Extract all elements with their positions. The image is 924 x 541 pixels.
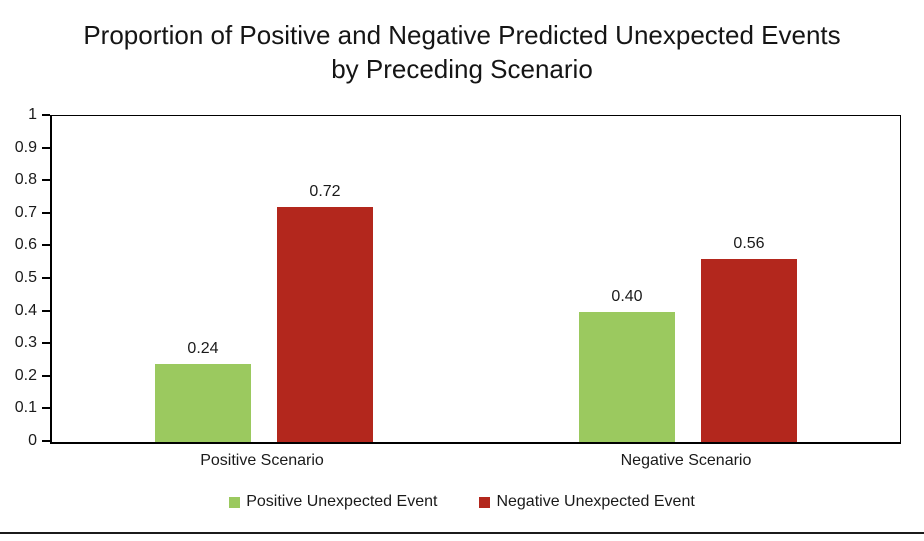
- bar-positive-unexpected-event: [155, 363, 251, 442]
- y-tick-mark: [42, 309, 50, 312]
- bar-slot: 0.40: [579, 116, 675, 442]
- legend-swatch: [229, 496, 241, 508]
- y-tick-1: 1: [0, 106, 50, 124]
- bar-group-negative-scenario: 0.40 0.56: [476, 116, 900, 442]
- y-tick-mark: [42, 440, 50, 442]
- bar-positive-unexpected-event: [579, 311, 675, 442]
- bar-slot: 0.56: [701, 116, 797, 442]
- bar-negative-unexpected-event: [277, 207, 373, 442]
- plot-area: 0.24 0.72 0.40 0.56: [50, 115, 901, 444]
- y-tick-0.9: 0.9: [0, 139, 50, 157]
- bar-slot: 0.24: [155, 116, 251, 442]
- y-tick-mark: [42, 407, 50, 410]
- y-tick-label: 0.4: [14, 301, 37, 319]
- legend-label: Negative Unexpected Event: [496, 493, 695, 510]
- bar-group-positive-scenario: 0.24 0.72: [52, 116, 476, 442]
- y-tick-0.8: 0.8: [0, 171, 50, 189]
- y-tick-label: 0.3: [14, 334, 37, 352]
- bar-slot: 0.72: [277, 116, 373, 442]
- y-tick-label: 0: [28, 432, 37, 449]
- y-tick-0.7: 0.7: [0, 204, 50, 222]
- y-tick-label: 0.8: [14, 171, 37, 189]
- x-category-label: Positive Scenario: [200, 452, 324, 469]
- data-label: 0.72: [309, 183, 341, 201]
- bar-negative-unexpected-event: [701, 259, 797, 442]
- y-tick-label: 0.5: [14, 269, 37, 286]
- y-tick-0.2: 0.2: [0, 367, 50, 385]
- y-tick-label: 1: [28, 106, 37, 123]
- y-tick-label: 0.7: [14, 203, 37, 221]
- x-axis: Positive Scenario Negative Scenario: [50, 452, 898, 470]
- data-label: 0.56: [733, 235, 765, 253]
- y-axis: 0 0.1 0.2 0.3 0.4 0.5 0.6 0.7 0.8 0.9 1: [0, 106, 50, 449]
- y-tick-mark: [42, 179, 50, 182]
- data-label: 0.24: [187, 339, 219, 357]
- window-bottom-border: [0, 532, 924, 534]
- legend-label: Positive Unexpected Event: [246, 493, 438, 510]
- y-tick-0.6: 0.6: [0, 236, 50, 254]
- y-tick-label: 0.1: [14, 399, 37, 417]
- y-tick-0.1: 0.1: [0, 399, 50, 417]
- y-tick-mark: [42, 211, 50, 214]
- y-tick-label: 0.6: [14, 236, 37, 254]
- y-tick-label: 0.2: [14, 366, 37, 384]
- y-tick-0.4: 0.4: [0, 302, 50, 320]
- legend: Positive Unexpected Event Negative Unexpe…: [0, 493, 924, 511]
- data-label: 0.40: [611, 287, 643, 305]
- y-tick-mark: [42, 244, 50, 247]
- y-tick-mark: [42, 114, 50, 116]
- y-tick-0.3: 0.3: [0, 334, 50, 352]
- y-tick-0.5: 0.5: [0, 269, 50, 287]
- y-tick-mark: [42, 374, 50, 377]
- chart-title: Proportion of Positive and Negative Pred…: [83, 20, 841, 84]
- legend-swatch: [479, 496, 491, 508]
- y-tick-mark: [42, 146, 50, 149]
- y-tick-mark: [42, 277, 50, 279]
- x-category-label: Negative Scenario: [620, 452, 752, 469]
- y-tick-label: 0.9: [14, 138, 37, 156]
- legend-item: Positive Unexpected Event: [229, 493, 437, 511]
- legend-item: Negative Unexpected Event: [479, 493, 695, 511]
- y-tick-mark: [42, 342, 50, 345]
- y-tick-0: 0: [0, 432, 50, 450]
